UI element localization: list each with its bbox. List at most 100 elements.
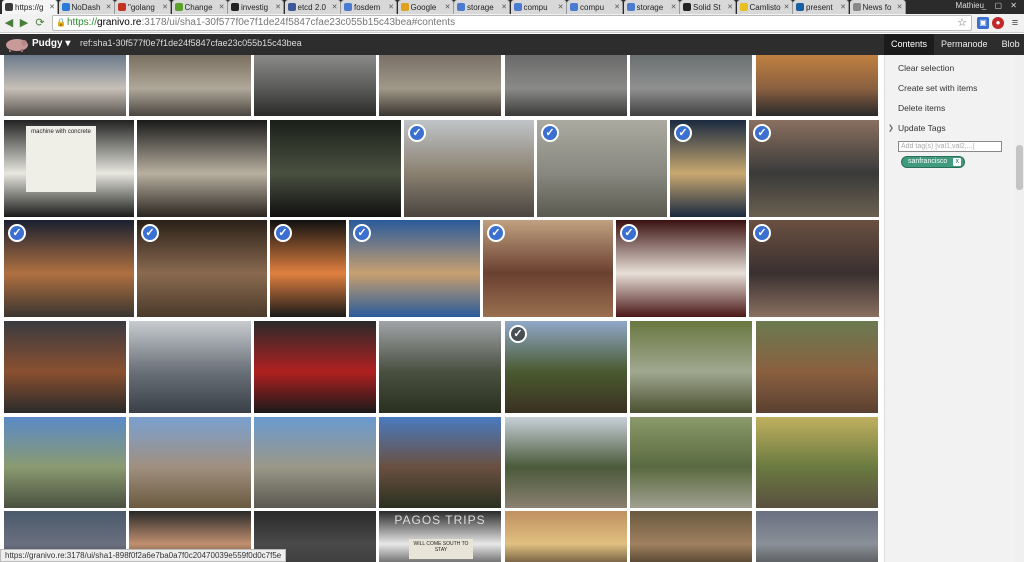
photo-thumbnail[interactable]	[4, 321, 126, 413]
chevron-right-icon[interactable]: ❯	[888, 125, 894, 132]
photo-thumbnail[interactable]	[379, 417, 501, 508]
browser-tab[interactable]: News fo ✕	[849, 0, 906, 14]
photo-thumbnail[interactable]	[254, 321, 376, 413]
photo-thumbnail[interactable]	[505, 55, 627, 116]
photo-thumbnail[interactable]	[4, 55, 126, 116]
forward-arrow-icon[interactable]: ▶	[19, 17, 29, 29]
tab-close-icon[interactable]: ✕	[670, 4, 677, 11]
photo-thumbnail[interactable]: ✓	[483, 220, 613, 317]
photo-thumbnail[interactable]	[630, 511, 752, 562]
browser-tab[interactable]: https://g ✕	[2, 0, 58, 14]
photo-thumbnail[interactable]: ✓	[749, 220, 879, 317]
photo-thumbnail[interactable]	[254, 55, 376, 116]
photo-thumbnail[interactable]: PAGOS TRIPS WILL COME SOUTH TO STAY	[379, 511, 501, 562]
photo-thumbnail[interactable]	[505, 511, 627, 562]
tab-close-icon[interactable]: ✕	[727, 4, 733, 11]
browser-tab[interactable]: storage ✕	[454, 0, 510, 14]
photo-thumbnail[interactable]	[137, 120, 267, 217]
photo-thumbnail[interactable]: ✓	[404, 120, 534, 217]
reload-icon[interactable]: ⟳	[35, 17, 45, 29]
browser-tab[interactable]: "golang ✕	[115, 0, 171, 14]
create-set-link[interactable]: Create set with items	[898, 83, 978, 93]
clear-selection-link[interactable]: Clear selection	[898, 63, 955, 73]
tab-close-icon[interactable]: ✕	[275, 4, 281, 11]
browser-tab[interactable]: fosdem ✕	[341, 0, 397, 14]
selected-check-icon[interactable]: ✓	[141, 224, 159, 242]
browser-tab[interactable]: present ✕	[793, 0, 849, 14]
photo-thumbnail[interactable]: ✓	[505, 321, 627, 413]
photo-thumbnail[interactable]: ✓	[4, 220, 134, 317]
tab-permanode[interactable]: Permanode	[941, 39, 988, 49]
selected-check-icon[interactable]: ✓	[674, 124, 692, 142]
photo-thumbnail[interactable]	[505, 417, 627, 508]
selected-check-icon[interactable]: ✓	[541, 124, 559, 142]
unselected-check-icon[interactable]: ✓	[509, 325, 527, 343]
photo-thumbnail[interactable]	[4, 417, 126, 508]
browser-tab[interactable]: Camlisto ✕	[736, 0, 793, 14]
photo-thumbnail[interactable]	[129, 417, 251, 508]
selected-check-icon[interactable]: ✓	[753, 224, 771, 242]
tab-close-icon[interactable]: ✕	[783, 4, 790, 11]
photo-thumbnail[interactable]	[379, 55, 501, 116]
user-menu[interactable]: Pudgy ▾	[32, 38, 71, 49]
photo-thumbnail[interactable]	[756, 321, 878, 413]
extension-icon[interactable]: ▣	[977, 17, 989, 29]
tab-close-icon[interactable]: ✕	[840, 4, 846, 11]
back-arrow-icon[interactable]: ◀	[4, 17, 14, 29]
tab-close-icon[interactable]: ✕	[614, 4, 620, 11]
photo-thumbnail[interactable]	[756, 55, 878, 116]
tab-close-icon[interactable]: ✕	[501, 4, 507, 11]
selected-check-icon[interactable]: ✓	[620, 224, 638, 242]
photo-thumbnail[interactable]: ✓	[616, 220, 746, 317]
tab-close-icon[interactable]: ✕	[896, 4, 903, 11]
tab-close-icon[interactable]: ✕	[218, 4, 225, 11]
delete-items-link[interactable]: Delete items	[898, 103, 946, 113]
tab-close-icon[interactable]: ✕	[388, 4, 394, 11]
address-bar[interactable]: 🔒 https://granivo.re:3178/ui/sha1-30f577…	[52, 15, 972, 31]
tab-close-icon[interactable]: ✕	[162, 4, 168, 11]
photo-thumbnail[interactable]: ✓	[270, 220, 346, 317]
photo-thumbnail[interactable]	[129, 55, 251, 116]
browser-tab[interactable]: Solid St ✕	[680, 0, 736, 14]
tab-close-icon[interactable]: ✕	[444, 4, 451, 11]
photo-thumbnail[interactable]: ✓	[749, 120, 879, 217]
selected-check-icon[interactable]: ✓	[353, 224, 371, 242]
photo-thumbnail[interactable]	[630, 321, 752, 413]
selected-check-icon[interactable]: ✓	[274, 224, 292, 242]
browser-tab[interactable]: NoDash ✕	[58, 0, 115, 14]
tab-close-icon[interactable]: ✕	[105, 4, 112, 11]
photo-thumbnail[interactable]: ✓	[349, 220, 480, 317]
adblock-icon[interactable]: ●	[992, 17, 1004, 29]
remove-tag-button[interactable]: x	[953, 158, 962, 166]
photo-thumbnail[interactable]: machine with concrete	[4, 120, 134, 217]
pudgy-logo-icon[interactable]	[4, 36, 30, 52]
bookmark-star-icon[interactable]: ☆	[957, 17, 967, 29]
photo-thumbnail[interactable]	[270, 120, 401, 217]
selected-check-icon[interactable]: ✓	[408, 124, 426, 142]
tag-input[interactable]	[898, 141, 1002, 152]
browser-tab[interactable]: compu ✕	[510, 0, 567, 14]
photo-thumbnail[interactable]: ✓	[537, 120, 667, 217]
photo-thumbnail[interactable]	[756, 417, 878, 508]
browser-tab[interactable]: compu ✕	[567, 0, 623, 14]
photo-thumbnail[interactable]	[129, 321, 251, 413]
photo-thumbnail[interactable]: ✓	[670, 120, 746, 217]
profile-name[interactable]: Mathieu	[955, 1, 984, 10]
tab-close-icon[interactable]: ✕	[557, 4, 564, 11]
photo-thumbnail[interactable]	[254, 417, 376, 508]
browser-tab[interactable]: etcd 2.0 ✕	[284, 0, 341, 14]
scrollbar-thumb[interactable]	[1016, 145, 1023, 190]
selected-check-icon[interactable]: ✓	[487, 224, 505, 242]
window-controls[interactable]: _ ▢ ✕	[981, 1, 1020, 10]
browser-tab[interactable]: investig ✕	[228, 0, 284, 14]
photo-thumbnail[interactable]	[379, 321, 501, 413]
tab-close-icon[interactable]: ✕	[331, 4, 338, 11]
photo-thumbnail[interactable]	[756, 511, 878, 562]
photo-thumbnail[interactable]	[630, 55, 752, 116]
tab-contents[interactable]: Contents	[884, 34, 935, 55]
selected-check-icon[interactable]: ✓	[753, 124, 771, 142]
photo-thumbnail[interactable]	[630, 417, 752, 508]
browser-tab[interactable]: Change ✕	[171, 0, 228, 14]
menu-icon[interactable]: ≡	[1011, 17, 1019, 29]
browser-tab[interactable]: storage ✕	[623, 0, 680, 14]
